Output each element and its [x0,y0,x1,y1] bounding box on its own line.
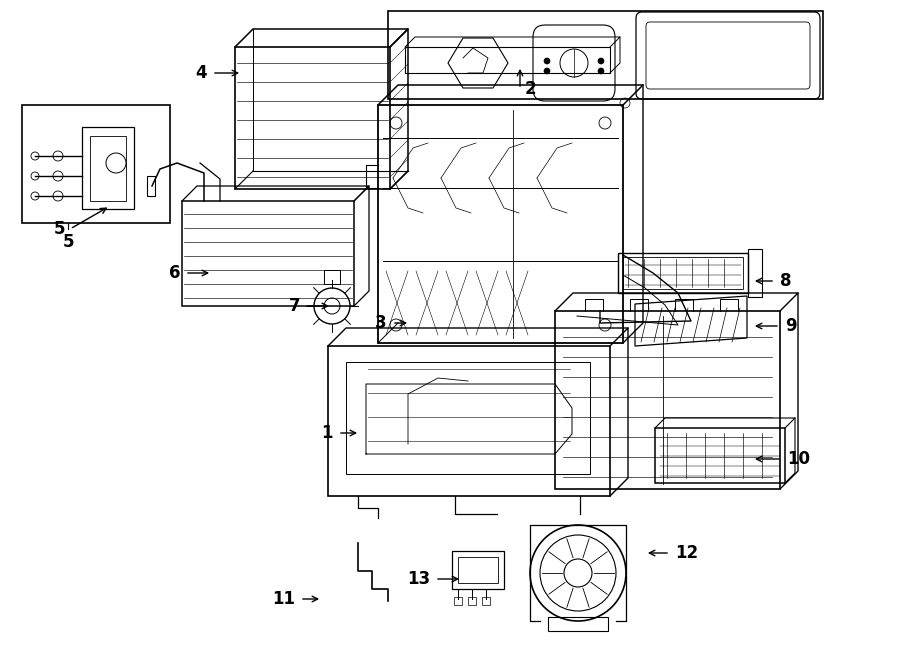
Text: 9: 9 [785,317,796,335]
Bar [655,428,785,483]
Text: 8: 8 [780,272,791,290]
Bar [82,127,134,209]
Bar [182,201,354,306]
Bar [147,176,155,196]
Text: 6: 6 [168,264,180,282]
Bar [555,311,780,489]
Text: 1: 1 [321,424,333,442]
Text: 12: 12 [675,544,698,562]
Circle shape [544,58,550,64]
Bar [328,346,610,496]
Text: 3: 3 [375,314,387,332]
Bar [324,270,340,284]
Bar [618,253,748,293]
Text: 11: 11 [272,590,295,608]
Bar [454,597,462,605]
Bar [405,47,610,73]
Bar [90,136,126,201]
Circle shape [598,58,604,64]
Bar [458,557,498,583]
Text: 5: 5 [53,220,65,238]
Text: 13: 13 [407,570,430,588]
Bar [22,105,170,223]
Circle shape [598,68,604,74]
Bar [346,362,590,474]
Text: 5: 5 [62,233,74,251]
Bar [623,257,743,289]
Bar [235,47,390,189]
Bar [468,597,476,605]
Text: 7: 7 [288,297,300,315]
Bar [452,551,504,589]
Text: 2: 2 [525,80,536,98]
Text: 10: 10 [787,450,810,468]
Bar [748,249,762,297]
Bar [548,617,608,631]
Bar [388,11,823,99]
Text: 4: 4 [195,64,207,82]
Circle shape [544,68,550,74]
Bar [378,105,623,343]
Bar [482,597,490,605]
